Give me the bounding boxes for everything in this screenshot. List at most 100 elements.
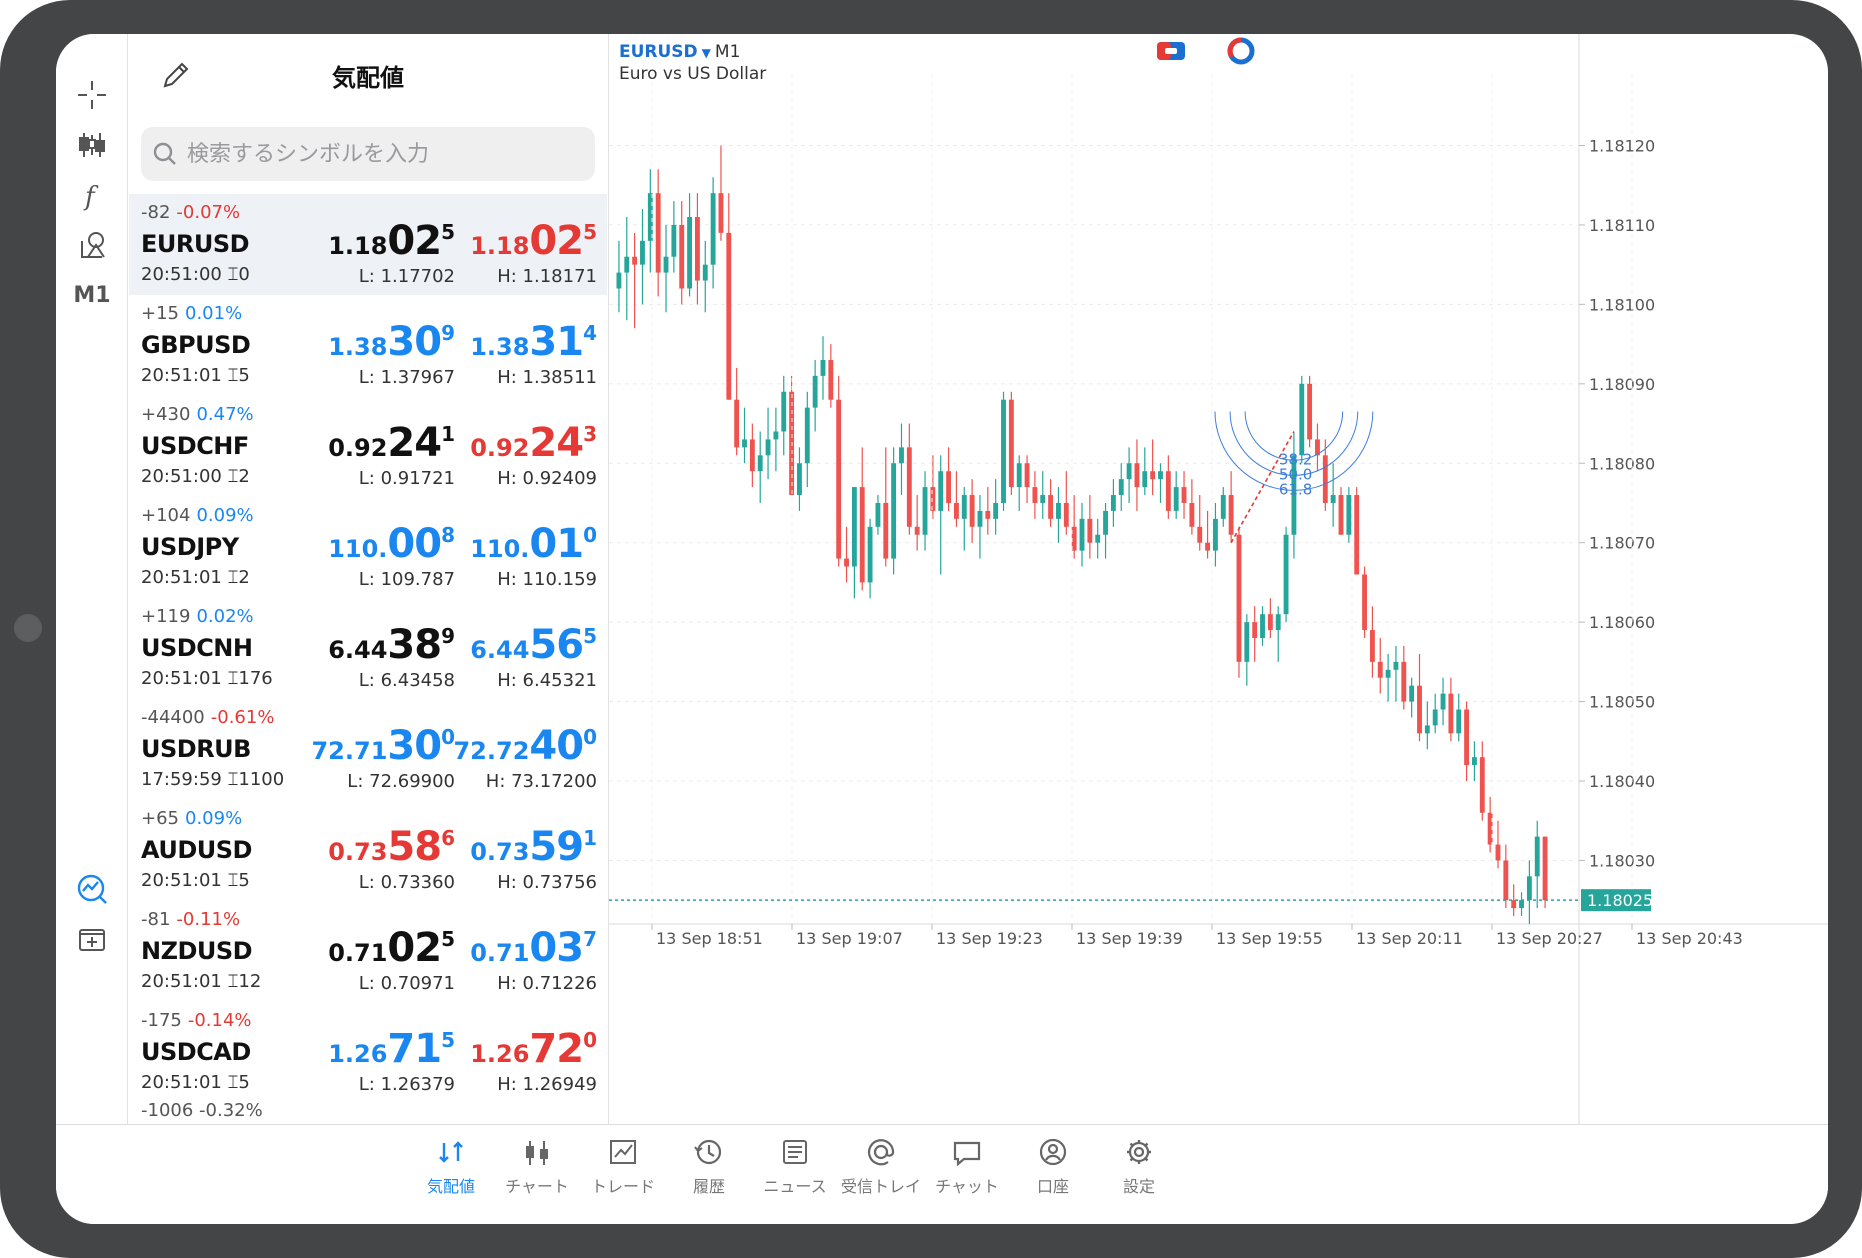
high-price: H: 1.18171 xyxy=(497,266,597,287)
change-percent: -0.61% xyxy=(210,707,275,728)
spread-icon: ⌶ xyxy=(227,365,239,386)
high-price: H: 6.45321 xyxy=(497,670,597,691)
bid-price-pips: 58 xyxy=(387,824,442,870)
candle-up xyxy=(1456,709,1462,734)
price-chart[interactable]: 1.18120 1.18110 1.18100 1.18090 1.18080 1.180… xyxy=(608,34,1828,1124)
candle-down xyxy=(1362,574,1367,631)
candle-up xyxy=(624,256,630,273)
candle-up xyxy=(977,510,983,527)
chart-timeframe: M1 xyxy=(714,42,741,62)
chart-canvas[interactable]: 1.18120 1.18110 1.18100 1.18090 1.18080 1.180… xyxy=(609,34,1828,1124)
bid-price: 0.92241 xyxy=(328,420,455,466)
quote-row-gbpusd[interactable]: +15 0.01% GBPUSD 20:51:01 ⌶5 1.38309 1.38314 L… xyxy=(129,295,607,396)
search-input[interactable] xyxy=(187,141,567,167)
candle-down xyxy=(883,502,889,559)
candle-down xyxy=(1479,757,1485,813)
one-click-trading-icon[interactable] xyxy=(1154,34,1188,68)
partial-quote-row[interactable]: -1006 -0.32% xyxy=(141,1100,263,1121)
change-points: +15 xyxy=(141,303,179,324)
candle-down xyxy=(1307,383,1313,440)
candle-down xyxy=(1464,709,1470,766)
candle-up xyxy=(1275,614,1281,631)
bid-price-fraction: 1 xyxy=(441,422,455,446)
bid-price-fraction: 0 xyxy=(441,725,455,749)
candle-up xyxy=(765,439,771,456)
spread-value: 5 xyxy=(238,870,250,891)
symbol-name: AUDUSD xyxy=(141,836,252,864)
ask-price-fraction: 0 xyxy=(583,523,597,547)
tab-trade[interactable]: トレード xyxy=(573,1135,673,1197)
tab-account[interactable]: 口座 xyxy=(1003,1135,1103,1197)
ask-price-prefix: 1.26 xyxy=(470,1040,530,1068)
symbol-dropdown-icon[interactable]: ▼ xyxy=(701,46,711,60)
chart-symbol[interactable]: EURUSD xyxy=(619,42,698,62)
tab-label: チャット xyxy=(935,1177,999,1196)
change-percent: 0.47% xyxy=(196,404,254,425)
symbol-search[interactable] xyxy=(141,127,595,181)
quote-row-usdchf[interactable]: +430 0.47% USDCHF 20:51:00 ⌶2 0.92241 0.92243… xyxy=(129,396,607,497)
quotes-header: 気配値 xyxy=(129,34,607,124)
tab-history[interactable]: 履歴 xyxy=(659,1135,759,1197)
candle-down xyxy=(1315,439,1320,456)
spread-icon: ⌶ xyxy=(227,971,239,992)
tab-chat[interactable]: チャット xyxy=(917,1135,1017,1197)
quote-row-audusd[interactable]: +65 0.09% AUDUSD 20:51:01 ⌶5 0.73586 0.73591 L… xyxy=(129,800,607,901)
quote-row-usdcnh[interactable]: +119 0.02% USDCNH 20:51:01 ⌶176 6.44389 6.445… xyxy=(129,598,607,699)
spread-value: 12 xyxy=(238,971,262,992)
candle-up xyxy=(757,455,763,472)
candle-up xyxy=(1534,836,1540,877)
spread-icon: ⌶ xyxy=(227,567,239,588)
edit-pencil-icon[interactable] xyxy=(159,58,193,92)
bid-price: 110.008 xyxy=(328,521,455,567)
candle-down xyxy=(1024,463,1030,488)
bid-price-prefix: 1.18 xyxy=(328,232,388,260)
candle-down xyxy=(1487,812,1493,845)
fib-arc xyxy=(1244,411,1344,461)
search-icon xyxy=(153,142,176,165)
symbol-name: EURUSD xyxy=(141,230,250,258)
quote-row-eurusd[interactable]: -82 -0.07% EURUSD 20:51:00 ⌶0 1.18025 1.18025… xyxy=(129,194,607,295)
candle-up xyxy=(1056,502,1061,519)
quote-row-usdjpy[interactable]: +104 0.09% USDJPY 20:51:01 ⌶2 110.008 110.010… xyxy=(129,497,607,598)
y-tick-label: 1.18100 xyxy=(1589,295,1655,314)
timeframe-button[interactable]: M1 xyxy=(56,270,128,320)
crosshair-icon[interactable] xyxy=(56,70,128,120)
high-price: H: 73.17200 xyxy=(485,771,597,792)
y-tick-label: 1.18060 xyxy=(1589,613,1655,632)
home-button[interactable] xyxy=(14,614,42,642)
bid-price-pips: 38 xyxy=(387,622,442,668)
tab-chart[interactable]: チャート xyxy=(487,1135,587,1197)
spread-icon: ⌶ xyxy=(227,668,239,689)
tab-label: ニュース xyxy=(763,1177,827,1196)
change-points: -44400 xyxy=(141,707,205,728)
trade-chart-icon[interactable] xyxy=(56,864,128,914)
symbol-name: USDCNH xyxy=(141,634,253,662)
objects-icon[interactable] xyxy=(56,220,128,270)
tab-quotes[interactable]: 気配値 xyxy=(401,1135,501,1197)
tab-mailbox[interactable]: 受信トレイ xyxy=(831,1135,931,1197)
quote-row-usdrub[interactable]: -44400 -0.61% USDRUB 17:59:59 ⌶1100 72.71300… xyxy=(129,699,607,800)
spread-value: 5 xyxy=(238,1072,250,1093)
daily-change: +65 0.09% xyxy=(141,808,242,829)
add-window-icon[interactable] xyxy=(56,914,128,964)
candle-down xyxy=(1503,860,1509,901)
candle-down xyxy=(1236,534,1242,662)
ask-price: 1.18025 xyxy=(470,218,597,264)
candle-down xyxy=(632,256,638,265)
quote-row-usdcad[interactable]: -175 -0.14% USDCAD 20:51:01 ⌶5 1.26715 1.2672… xyxy=(129,1002,607,1103)
candle-down xyxy=(655,193,661,273)
ask-price-fraction: 1 xyxy=(583,826,597,850)
candle-down xyxy=(1032,487,1038,503)
daily-change: -175 -0.14% xyxy=(141,1010,252,1031)
candlestick-icon[interactable] xyxy=(56,120,128,170)
quote-row-nzdusd[interactable]: -81 -0.11% NZDUSD 20:51:01 ⌶12 0.71025 0.7103… xyxy=(129,901,607,1002)
candle-up xyxy=(1142,471,1148,488)
candle-down xyxy=(836,399,842,559)
trade-levels-icon[interactable] xyxy=(1224,34,1258,68)
tab-settings[interactable]: 設定 xyxy=(1089,1135,1189,1197)
candle-up xyxy=(1393,661,1399,670)
chart-symbol-line[interactable]: EURUSD ▼ M1 xyxy=(619,42,740,62)
indicators-icon[interactable]: f xyxy=(56,170,128,220)
tab-news[interactable]: ニュース xyxy=(745,1135,845,1197)
